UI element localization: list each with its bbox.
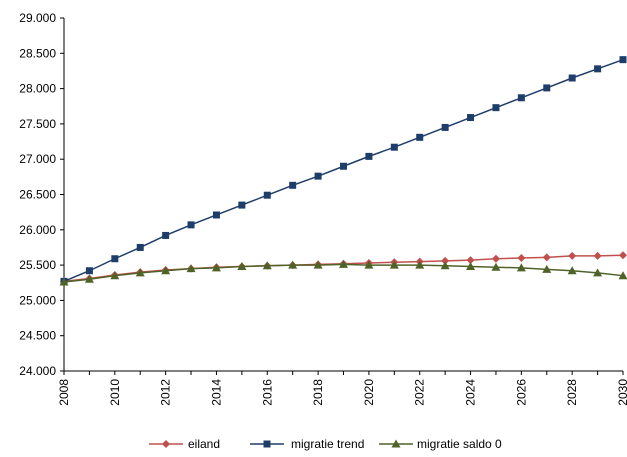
x-tick-label: 2020 xyxy=(362,379,376,406)
legend-swatch-marker xyxy=(391,439,401,448)
x-tick-label: 2016 xyxy=(260,379,274,406)
x-tick-label: 2030 xyxy=(616,379,627,406)
y-tick-label: 24.000 xyxy=(19,364,56,378)
data-point-eiland xyxy=(619,251,627,260)
data-point-migratie-saldo-0 xyxy=(440,261,450,270)
data-point-migratie-saldo-0 xyxy=(364,260,374,269)
data-point-migratie-saldo-0 xyxy=(415,260,425,269)
data-point-migratie-saldo-0 xyxy=(618,271,627,280)
legend-item-migratie-saldo-0: migratie saldo 0 xyxy=(379,437,502,451)
data-point-eiland xyxy=(542,253,551,262)
data-point-migratie-saldo-0 xyxy=(466,262,476,271)
data-point-migratie-trend xyxy=(212,211,220,219)
series-line-migratie-trend xyxy=(63,58,624,283)
data-point-migratie-trend xyxy=(238,201,246,209)
x-tick-label: 2026 xyxy=(514,379,528,406)
data-point-migratie-trend xyxy=(467,114,475,122)
data-point-migratie-saldo-0 xyxy=(389,260,399,269)
data-point-migratie-trend xyxy=(543,84,551,92)
x-tick-label: 2018 xyxy=(311,379,325,406)
y-tick-label: 25.000 xyxy=(19,293,56,307)
y-tick-label: 27.500 xyxy=(19,117,56,131)
data-point-migratie-trend xyxy=(187,221,195,229)
data-point-migratie-saldo-0 xyxy=(593,268,603,277)
legend-swatch-marker xyxy=(162,440,170,448)
data-point-migratie-trend xyxy=(340,162,347,170)
legend-item-migratie-trend: migratie trend xyxy=(250,437,364,451)
data-point-migratie-trend xyxy=(619,56,627,64)
legend-label: migratie saldo 0 xyxy=(417,437,502,451)
y-tick-label: 25.500 xyxy=(19,258,56,272)
data-point-eiland xyxy=(441,256,450,265)
y-tick-label: 27.000 xyxy=(19,152,56,166)
series-eiland xyxy=(60,251,627,286)
data-point-migratie-trend xyxy=(441,123,449,131)
y-tick-label: 24.500 xyxy=(19,329,56,343)
data-point-migratie-trend xyxy=(416,133,424,141)
data-point-migratie-saldo-0 xyxy=(339,259,348,268)
legend: eiland migratie trend migratie saldo 0 xyxy=(149,437,502,451)
y-tick-label: 29.000 xyxy=(19,11,56,25)
plot-area xyxy=(59,56,627,286)
x-tick-label: 2022 xyxy=(413,379,427,406)
legend-swatch-marker xyxy=(263,440,271,448)
data-point-migratie-saldo-0 xyxy=(491,262,501,271)
data-point-eiland xyxy=(466,256,475,265)
y-tick-label: 26.000 xyxy=(19,223,56,237)
series-migratie-saldo-0 xyxy=(59,259,627,286)
data-point-migratie-trend xyxy=(568,74,576,82)
data-point-migratie-saldo-0 xyxy=(313,260,323,269)
series-migratie-trend xyxy=(60,56,627,285)
x-axis: 2008 2010 2012 2014 2016 2018 2020 2022 2024 2026… xyxy=(57,370,627,406)
data-point-migratie-saldo-0 xyxy=(542,264,552,273)
data-point-migratie-saldo-0 xyxy=(161,266,171,275)
data-point-migratie-saldo-0 xyxy=(59,277,69,286)
data-point-migratie-saldo-0 xyxy=(516,263,526,272)
data-point-eiland xyxy=(568,251,577,260)
x-tick-label: 2024 xyxy=(464,379,478,406)
data-point-migratie-saldo-0 xyxy=(567,266,577,275)
x-tick-label: 2010 xyxy=(108,379,122,406)
x-tick-label: 2008 xyxy=(57,379,71,406)
legend-label: eiland xyxy=(188,437,220,451)
data-point-migratie-trend xyxy=(136,243,144,251)
x-tick-label: 2028 xyxy=(565,379,579,406)
y-tick-label: 28.000 xyxy=(19,82,56,96)
data-point-migratie-trend xyxy=(314,172,322,180)
data-point-eiland xyxy=(593,251,602,260)
data-point-migratie-saldo-0 xyxy=(135,268,145,277)
data-point-migratie-trend xyxy=(162,231,170,239)
data-point-migratie-saldo-0 xyxy=(262,261,272,270)
data-point-migratie-saldo-0 xyxy=(237,262,247,271)
data-point-eiland xyxy=(517,254,526,263)
data-point-migratie-saldo-0 xyxy=(186,264,196,273)
data-point-migratie-trend xyxy=(365,152,373,160)
y-tick-label: 28.500 xyxy=(19,46,56,60)
legend-item-eiland: eiland xyxy=(149,437,220,451)
legend-label: migratie trend xyxy=(291,437,364,451)
data-point-migratie-trend xyxy=(492,104,500,112)
data-point-migratie-saldo-0 xyxy=(288,260,298,269)
x-tick-label: 2014 xyxy=(209,379,223,406)
data-point-migratie-trend xyxy=(263,191,271,199)
data-point-migratie-saldo-0 xyxy=(110,271,120,280)
data-point-migratie-saldo-0 xyxy=(84,274,94,283)
data-point-migratie-trend xyxy=(85,267,93,275)
data-point-migratie-trend xyxy=(517,94,525,102)
x-tick-label: 2012 xyxy=(159,379,173,406)
data-point-migratie-saldo-0 xyxy=(211,263,221,272)
data-point-eiland xyxy=(491,254,500,263)
y-tick-label: 26.500 xyxy=(19,188,56,202)
data-point-migratie-trend xyxy=(390,143,398,151)
y-axis: 24.000 24.500 25.000 25.500 26.000 26.500 27.0… xyxy=(19,11,65,378)
data-point-migratie-trend xyxy=(594,65,602,73)
data-point-migratie-trend xyxy=(111,255,119,263)
data-point-migratie-trend xyxy=(289,181,297,189)
